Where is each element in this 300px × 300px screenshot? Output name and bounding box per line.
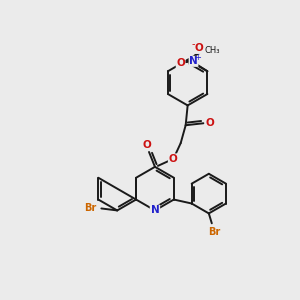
Text: Br: Br bbox=[208, 227, 220, 237]
Text: N: N bbox=[189, 56, 198, 66]
Text: O: O bbox=[168, 154, 177, 164]
Text: O: O bbox=[176, 58, 185, 68]
Text: CH₃: CH₃ bbox=[205, 46, 220, 56]
Text: O: O bbox=[143, 140, 152, 150]
Text: N: N bbox=[151, 206, 159, 215]
Text: Br: Br bbox=[84, 203, 96, 214]
Text: -: - bbox=[192, 40, 195, 50]
Text: O: O bbox=[205, 118, 214, 128]
Text: O: O bbox=[194, 44, 203, 53]
Text: +: + bbox=[194, 53, 201, 62]
